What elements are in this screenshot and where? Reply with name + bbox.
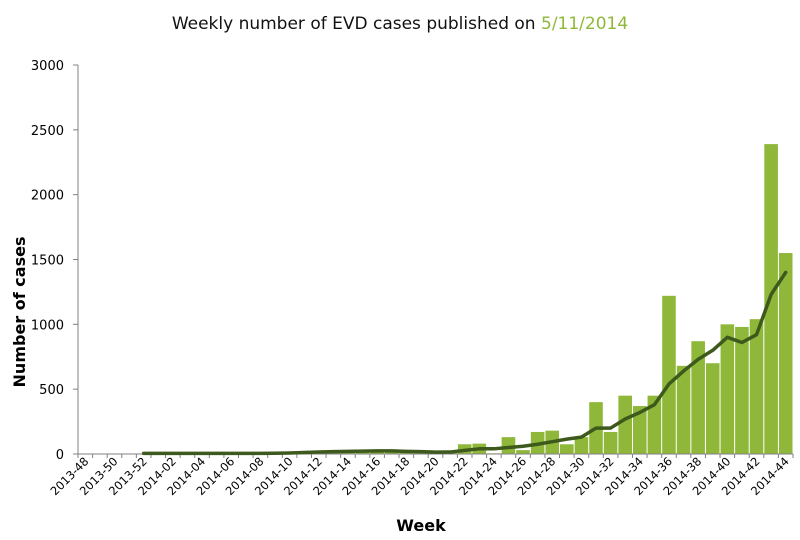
trend-line (141, 270, 788, 456)
y-tick-label: 3000 (31, 59, 64, 74)
x-axis-label: Week (396, 516, 446, 535)
y-tick-label: 0 (56, 448, 64, 463)
chart-title: Weekly number of EVD cases published on … (0, 14, 800, 34)
bar-2014-30 (574, 437, 589, 454)
bar-2014-34 (632, 406, 647, 454)
bar-2014-44 (778, 253, 793, 454)
bar-2014-38 (691, 341, 705, 454)
chart-title-date: 5/11/2014 (541, 14, 629, 34)
bar-2014-26 (516, 450, 530, 454)
bar-2014-36 (662, 295, 676, 454)
bar-2014-33 (618, 395, 632, 454)
y-ticks-group: 0 500 1000 1500 2000 2500 3000 (31, 59, 78, 463)
y-tick-label: 1500 (31, 254, 64, 269)
y-tick-label: 1000 (31, 318, 64, 333)
x-ticks-group: 2013-482013-502013-522014-022014-042014-… (48, 454, 794, 498)
y-tick-label: 2000 (31, 189, 64, 204)
bars-group (136, 144, 793, 455)
bar-2014-35 (647, 395, 662, 454)
bar-2014-41 (735, 326, 749, 454)
y-tick-label: 2500 (31, 124, 64, 139)
bar-2014-42 (749, 319, 764, 454)
bar-2014-29 (560, 444, 574, 454)
bar-2014-40 (720, 324, 735, 454)
trend-group (141, 270, 788, 456)
chart-title-prefix: Weekly number of EVD cases published on (171, 14, 541, 34)
y-tick-label: 500 (39, 383, 64, 398)
bar-2014-25 (501, 437, 516, 454)
bar-2014-32 (603, 431, 618, 454)
bar-2014-39 (705, 363, 720, 454)
bar-2014-37 (676, 365, 691, 454)
y-axis-label: Number of cases (10, 237, 29, 388)
